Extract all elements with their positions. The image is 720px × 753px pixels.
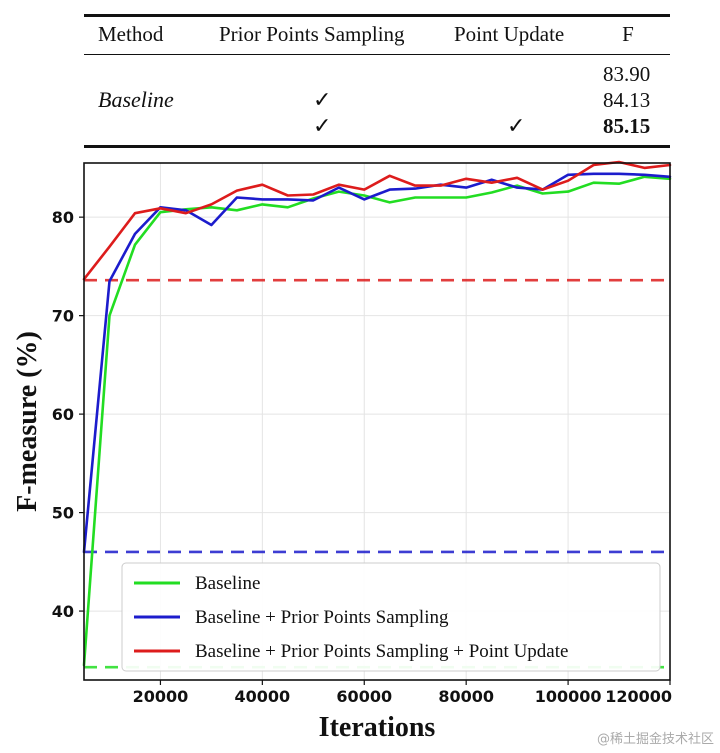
legend-label: Baseline	[195, 573, 260, 594]
header-method: Method	[98, 22, 164, 46]
plot-frame	[83, 162, 671, 681]
x-tick-label: 80000	[438, 687, 494, 706]
y-tick-label: 40	[52, 602, 74, 621]
header-prior-points-sampling: Prior Points Sampling	[219, 22, 405, 46]
y-axis-title: F-measure (%)	[12, 331, 43, 512]
y-tick-label: 70	[52, 307, 74, 326]
x-tick-label: 120000	[605, 687, 672, 706]
series-lines	[82, 160, 672, 667]
legend-label: Baseline + Prior Points Sampling + Point…	[195, 641, 568, 662]
y-tick-label: 50	[52, 504, 74, 523]
row3-update-check: ✓	[507, 113, 526, 138]
table-top-rule	[84, 14, 670, 17]
legend: Baseline Baseline + Prior Points Sampling…	[121, 562, 661, 672]
x-axis-title: Iterations	[319, 712, 436, 743]
header-f: F	[622, 22, 634, 46]
x-tick-label: 20000	[133, 687, 189, 706]
series-line-2	[82, 172, 672, 554]
results-table: Method Prior Points Sampling Point Updat…	[84, 14, 670, 148]
y-tick-label: 80	[52, 208, 74, 227]
method-baseline: Baseline	[98, 87, 174, 112]
row3-prior-check: ✓	[313, 113, 332, 138]
row1-f-value: 83.90	[603, 62, 651, 86]
y-tick-label: 60	[52, 405, 74, 424]
tick-labels: 20000 40000 60000 80000 100000 120000 40 50 60 70…	[52, 208, 672, 706]
watermark: @稀土掘金技术社区	[596, 732, 714, 747]
x-tick-label: 60000	[336, 687, 392, 706]
table-bottom-rule	[84, 145, 670, 148]
series-line-3	[82, 160, 672, 281]
x-tick-label: 100000	[535, 687, 602, 706]
header-point-update: Point Update	[454, 22, 565, 46]
row3-f-value-best: 85.15	[603, 114, 651, 138]
table-mid-rule	[84, 54, 670, 56]
x-tick-label: 40000	[235, 687, 291, 706]
legend-label: Baseline + Prior Points Sampling	[195, 607, 449, 628]
legend-box	[121, 562, 661, 672]
row2-prior-check: ✓	[313, 87, 332, 112]
row2-f-value: 84.13	[603, 88, 651, 112]
